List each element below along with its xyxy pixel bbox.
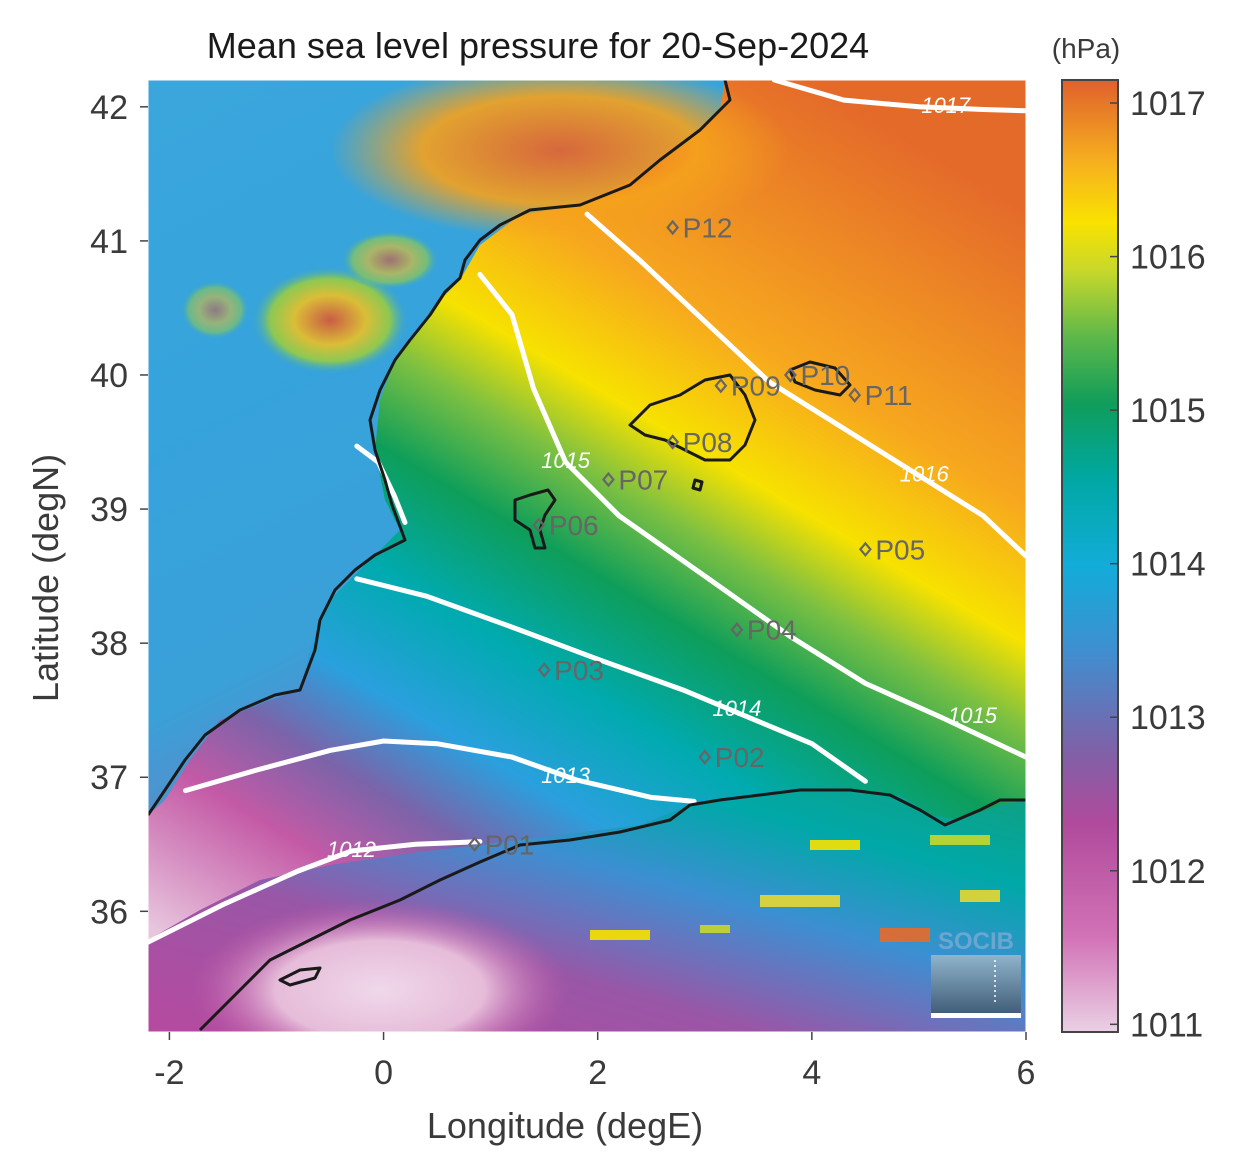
- station-marker-p10: [784, 367, 797, 383]
- station-marker-p06: [532, 517, 546, 533]
- station-label-p09: P09: [731, 371, 781, 402]
- x-tick-label: 4: [802, 1054, 821, 1092]
- y-tick-label: 40: [90, 357, 128, 395]
- african-coastline: [198, 788, 1026, 1032]
- isobar-label: 1015: [541, 448, 591, 473]
- x-axis-ticks: -2 0 2 4 6: [154, 1032, 1035, 1092]
- menorca-coastline: [788, 360, 852, 397]
- y-tick-label: 36: [90, 893, 128, 931]
- colorbar-tick-label: 1016: [1130, 239, 1206, 277]
- colorbar-scale: [1061, 79, 1119, 1033]
- iberia-land-field: [148, 80, 725, 815]
- x-axis-label: Longitude (degE): [427, 1105, 703, 1146]
- logo-underline: [931, 1013, 1021, 1018]
- station-marker-p11: [848, 387, 862, 403]
- x-tick-label: -2: [154, 1054, 184, 1092]
- y-tick-label: 37: [90, 759, 128, 797]
- isobar-line: [584, 211, 1026, 559]
- colorbar-tick-label: 1015: [1130, 392, 1206, 430]
- isobar-label: 1015: [948, 703, 998, 728]
- y-tick-label: 42: [90, 89, 128, 127]
- isobar-line: [183, 738, 697, 804]
- station-label-p01: P01: [485, 829, 535, 860]
- isobar-label: 1014: [712, 696, 761, 721]
- southern-low-pressure: [190, 900, 570, 1032]
- station-marker-p08: [666, 434, 680, 450]
- cabrera-coastline: [691, 478, 704, 492]
- station-marker-p02: [698, 749, 712, 765]
- station-marker-p04: [730, 622, 744, 638]
- alboran-coastline: [278, 966, 322, 987]
- colorbar-tick-label: 1017: [1130, 85, 1206, 123]
- isobar-line: [354, 443, 408, 525]
- station-label-p02: P02: [715, 742, 765, 773]
- station-label-p07: P07: [618, 465, 668, 496]
- station-label-p05: P05: [875, 534, 925, 565]
- station-marker-p07: [601, 471, 615, 488]
- isobar-line: [354, 576, 868, 784]
- x-tick-label: 2: [588, 1054, 607, 1092]
- logo-text: SOCIB: [938, 928, 1014, 955]
- isobar-lines: 1012 1013 1014 1015 1015 1016 1017: [148, 80, 1026, 945]
- y-axis-ticks: 36 37 38 39 40 41 42: [90, 89, 148, 931]
- station-marker-p01: [468, 836, 482, 853]
- colorbar-tick-label: 1013: [1130, 699, 1206, 737]
- colorbar-unit: (hPa): [1052, 33, 1120, 64]
- station-markers: P02 P03 P04 P05 P06 P07 P08 P09 P10 P11 P12 P01: [468, 212, 925, 860]
- socib-logo: SOCIB: [931, 928, 1021, 1018]
- station-label-p12: P12: [683, 212, 733, 243]
- station-label-p08: P08: [683, 427, 733, 458]
- isobar-line: [771, 80, 1026, 114]
- y-axis-label: Latitude (degN): [25, 454, 66, 702]
- africa-pressure-speckles: [590, 835, 1000, 942]
- inland-pressure-cell: [250, 265, 410, 375]
- station-marker-p03: [537, 662, 551, 678]
- x-tick-label: 6: [1017, 1054, 1036, 1092]
- colorbar-tick-label: 1012: [1130, 853, 1206, 891]
- isobar-line: [477, 271, 1026, 760]
- station-label-p04: P04: [747, 615, 797, 646]
- station-marker-p05: [858, 541, 872, 558]
- logo-panel: [931, 955, 1021, 1017]
- isobar-label: 1017: [921, 93, 971, 118]
- colorbar: (hPa) 1011 1012 1013 1014 1015 1016 1017: [1052, 33, 1206, 1044]
- colorbar-tick-label: 1011: [1130, 1006, 1203, 1044]
- inland-pressure-cell-2: [340, 230, 440, 290]
- colorbar-ticks: 1011 1012 1013 1014 1015 1016 1017: [1110, 85, 1206, 1044]
- inland-pressure-cell-3: [180, 280, 250, 340]
- isobar-label: 1013: [541, 763, 591, 788]
- plot-frame: [147, 79, 1027, 1033]
- x-tick-label: 0: [374, 1054, 393, 1092]
- map-title: Mean sea level pressure for 20-Sep-2024: [207, 25, 869, 66]
- isobar-line: [148, 839, 483, 945]
- station-marker-p12: [666, 219, 680, 236]
- colorbar-tick-label: 1014: [1130, 546, 1206, 584]
- y-tick-label: 39: [90, 491, 128, 529]
- station-label-p03: P03: [554, 655, 604, 686]
- station-label-p10: P10: [800, 360, 850, 391]
- station-marker-p09: [714, 377, 728, 394]
- y-tick-label: 41: [90, 223, 128, 261]
- station-label-p11: P11: [865, 380, 913, 411]
- station-label-p06: P06: [549, 510, 599, 541]
- y-tick-label: 38: [90, 625, 128, 663]
- isobar-label: 1012: [327, 837, 376, 862]
- isobar-label: 1016: [900, 462, 950, 487]
- iberian-coastline: [148, 80, 732, 816]
- northern-high-pressure: [330, 80, 790, 240]
